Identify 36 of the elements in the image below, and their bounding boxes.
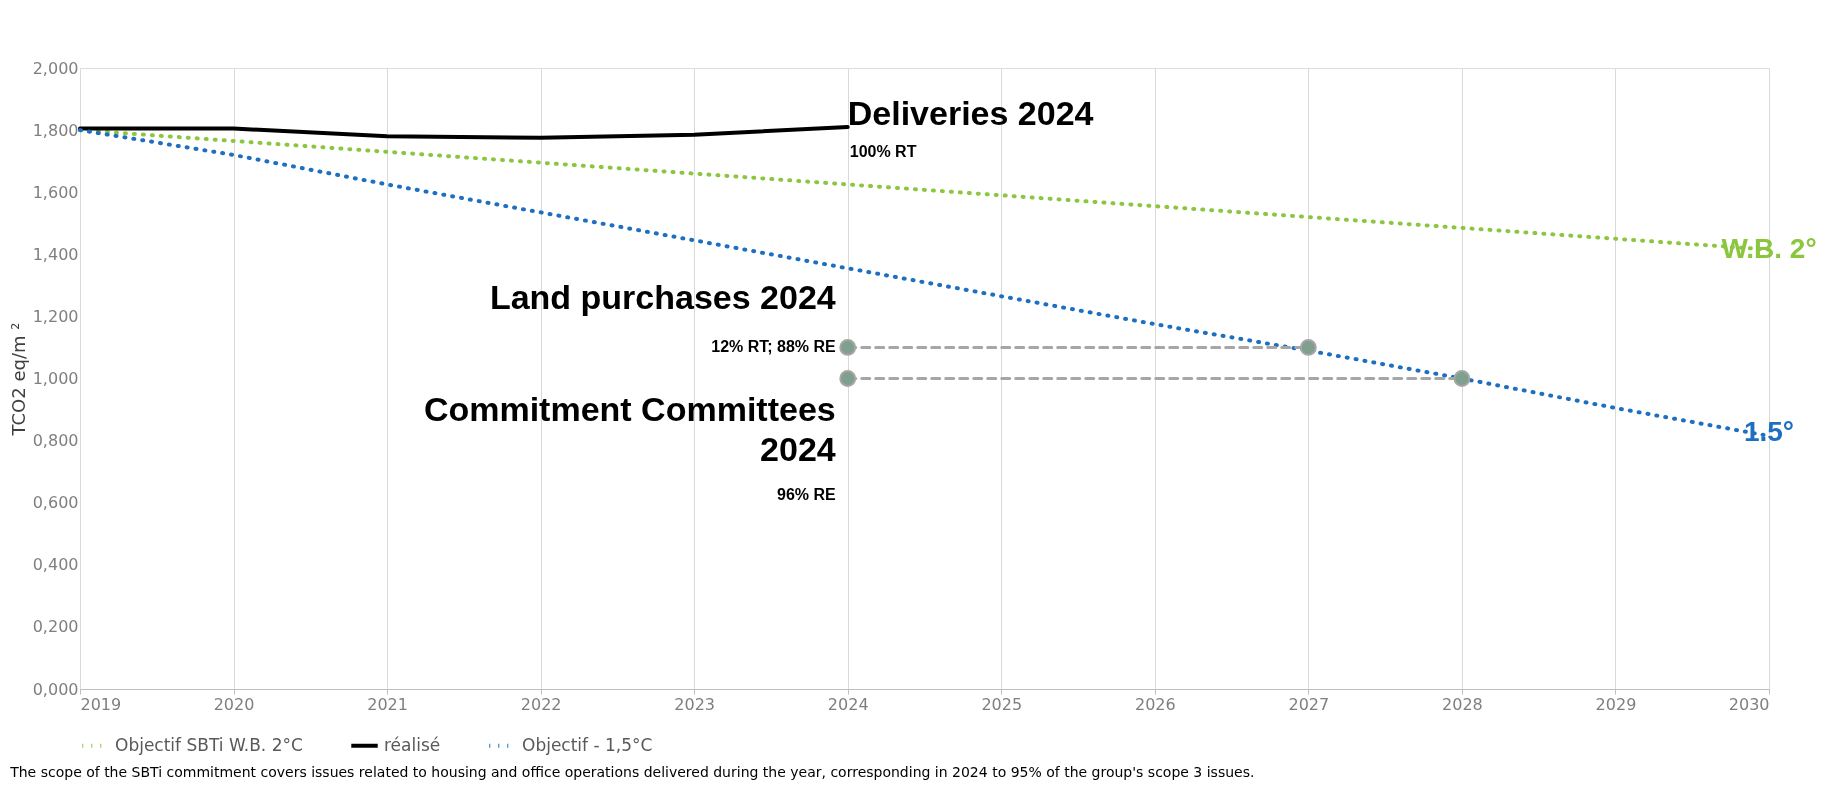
legend-label: Objectif - 1,5°C: [522, 734, 653, 755]
y-tick-label: 1,000: [32, 369, 79, 388]
x-tick-label: 2019: [80, 694, 122, 714]
x-tick-label: 2025: [981, 694, 1023, 714]
text: The scope of the SBTi commitment covers issues related to housing and office operations delivered during the year, corresponding in 2024 to 95% of the group's scope 3 issues.: [9, 764, 1255, 780]
y-tick-label: 1,600: [32, 182, 79, 202]
x-tick-label: 2021: [367, 694, 408, 714]
annotation: Deliveries 2024: [847, 93, 1094, 132]
annotation: 100% RT: [849, 142, 917, 160]
x-tick-label: 2024: [827, 694, 869, 714]
y-tick-label: 0,600: [32, 493, 79, 513]
y-tick-label: 0,800: [32, 431, 79, 451]
annotation: Land purchases 2024: [489, 278, 836, 317]
x-tick-label: 2030: [1728, 694, 1770, 714]
y-tick-label: 2,000: [32, 58, 79, 78]
y-axis-title: TCO2 eq/m ²: [7, 322, 29, 437]
line-series: [78, 125, 850, 140]
x-tick-label: 2026: [1134, 694, 1176, 714]
y-tick-label: 0,000: [32, 679, 79, 699]
y-tick-label: 1,400: [32, 244, 79, 264]
annotation: 12% RT; 88% RE: [711, 338, 837, 356]
x-tick-label: 2020: [213, 694, 255, 714]
y-tick-label: 0,400: [32, 555, 79, 575]
x-tick-label: 2023: [674, 694, 716, 714]
x-tick-label: 2028: [1442, 694, 1483, 714]
legend-label: réalisé: [384, 734, 441, 755]
x-tick-label: 2027: [1288, 694, 1330, 714]
x-tick-label: 2029: [1595, 694, 1637, 714]
annotation: Commitment Committees 2024: [423, 389, 836, 468]
x-tick-label: 2022: [520, 694, 562, 714]
annotation: 96% RE: [777, 485, 837, 503]
y-tick-label: 0,200: [32, 617, 79, 637]
legend-label: Objectif SBTi W.B. 2°C: [115, 734, 303, 755]
annotation: 1.5°: [1743, 415, 1795, 447]
y-tick-label: 1,200: [32, 306, 79, 326]
y-tick-label: 1,800: [32, 120, 79, 140]
